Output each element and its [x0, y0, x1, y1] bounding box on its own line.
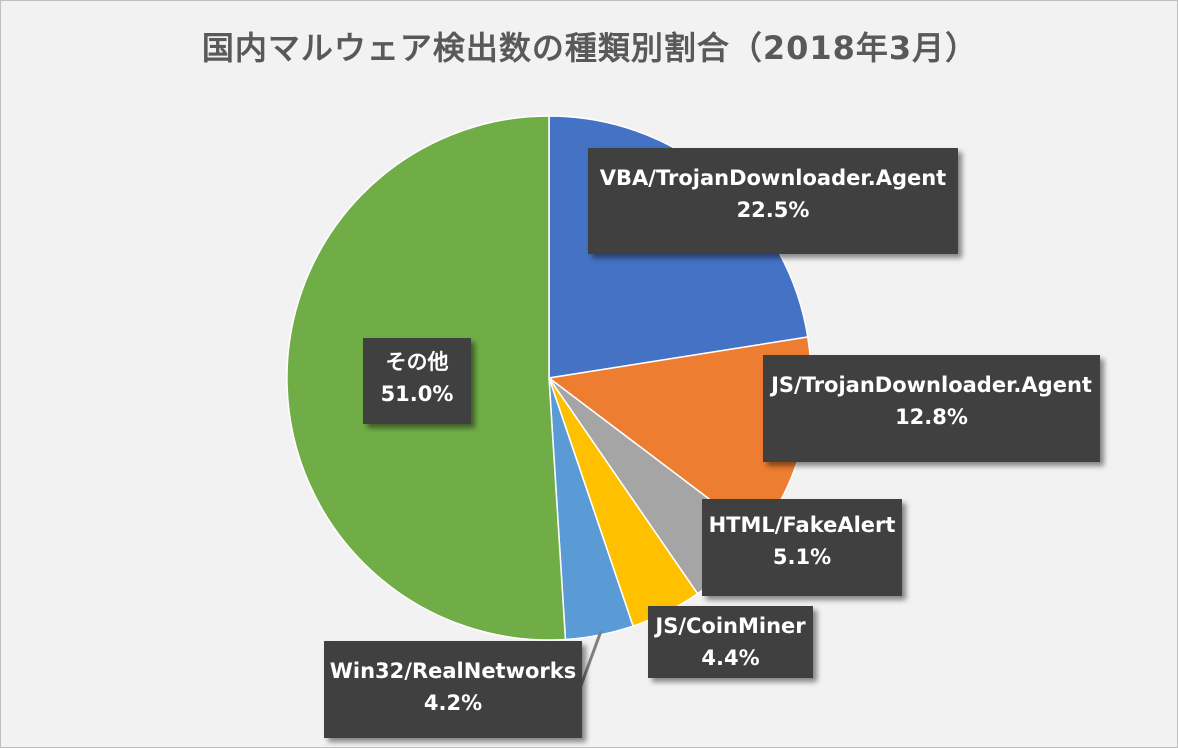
label-pct: 51.0% — [380, 382, 454, 406]
label-name: JS/TrojanDownloader.Agent — [771, 373, 1092, 397]
data-label-html-fakealert: HTML/FakeAlert 5.1% — [702, 499, 902, 596]
label-name: VBA/TrojanDownloader.Agent — [599, 166, 947, 190]
label-pct: 12.8% — [895, 405, 968, 429]
leader-line-win32 — [577, 630, 603, 692]
label-name: Win32/RealNetworks — [329, 659, 577, 683]
label-pct: 4.4% — [701, 646, 760, 670]
data-label-js-coinminer: JS/CoinMiner 4.4% — [648, 606, 813, 678]
data-label-win32-realnetworks: Win32/RealNetworks 4.2% — [324, 641, 582, 738]
label-pct: 22.5% — [736, 198, 810, 222]
label-name: JS/CoinMiner — [655, 614, 806, 638]
label-name: HTML/FakeAlert — [708, 513, 896, 537]
data-label-js-trojan: JS/TrojanDownloader.Agent 12.8% — [763, 355, 1100, 462]
label-pct: 4.2% — [423, 691, 483, 715]
label-name: その他 — [385, 350, 449, 374]
data-label-vba: VBA/TrojanDownloader.Agent 22.5% — [588, 148, 958, 254]
chart-title: 国内マルウェア検出数の種類別割合（2018年3月） — [201, 29, 979, 67]
label-pct: 5.1% — [772, 545, 832, 569]
data-label-other: その他 51.0% — [363, 338, 471, 424]
